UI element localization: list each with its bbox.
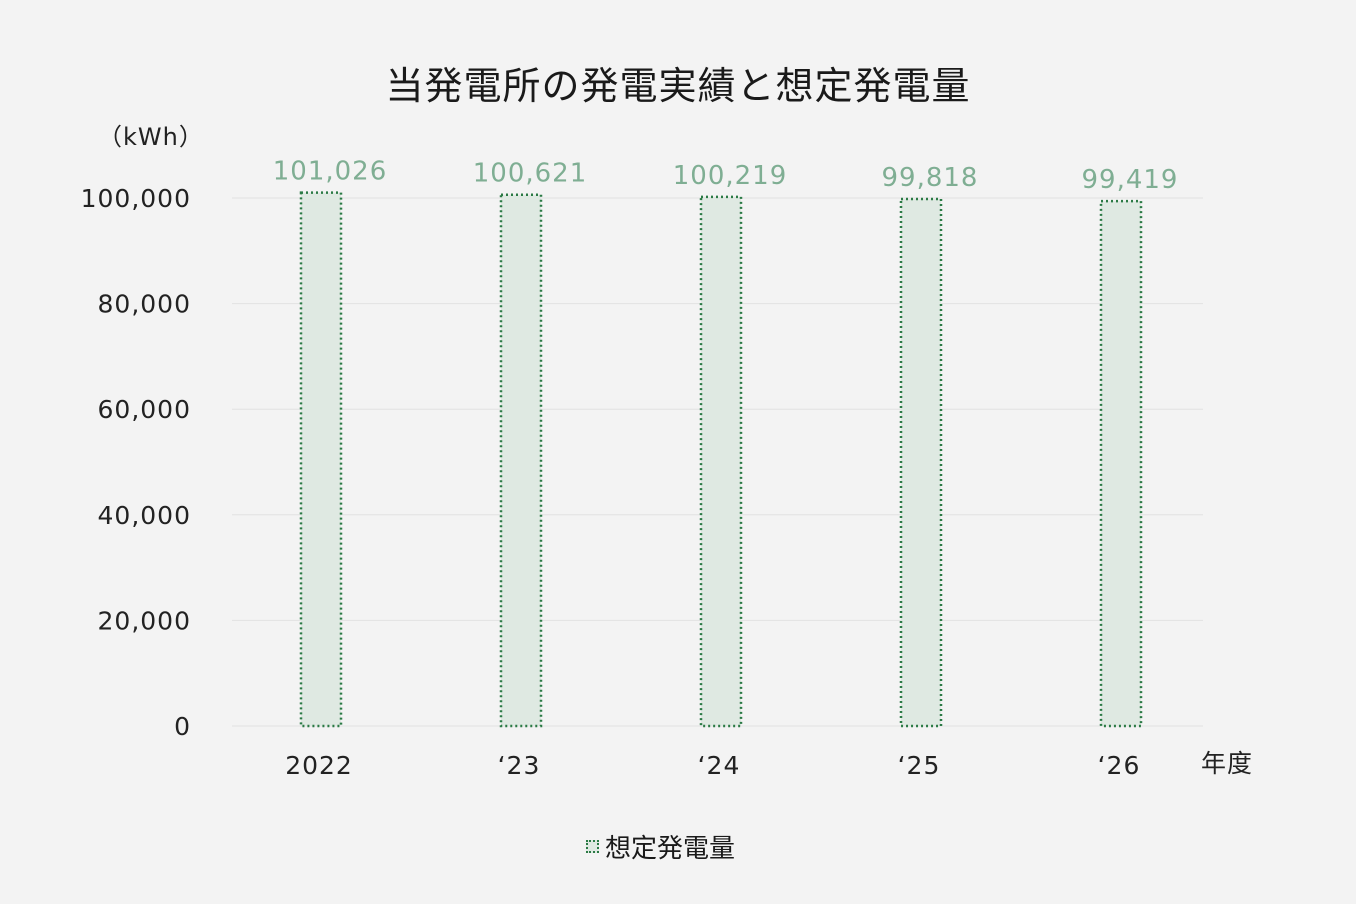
x-tick-label: ‘24: [698, 751, 741, 780]
y-tick-label: 60,000: [98, 395, 191, 424]
data-label: 100,621: [473, 159, 588, 189]
x-tick-label: ‘23: [498, 751, 541, 780]
data-label: 99,818: [882, 163, 979, 193]
legend: 想定発電量: [586, 828, 735, 865]
legend-swatch-icon: [586, 840, 599, 853]
data-label: 101,026: [273, 157, 388, 187]
bar: [699, 195, 743, 728]
data-label: 99,419: [1082, 165, 1179, 195]
data-label: 100,219: [673, 161, 788, 191]
y-tick-label: 0: [174, 712, 191, 741]
bar: [499, 193, 543, 728]
y-tick-label: 100,000: [81, 184, 191, 213]
y-unit-label: （kWh）: [98, 123, 204, 151]
legend-label: 想定発電量: [605, 834, 736, 864]
y-tick-label: 20,000: [98, 606, 191, 635]
y-tick-label: 80,000: [98, 290, 191, 319]
x-tick-label: ‘26: [1098, 751, 1141, 780]
bar: [899, 197, 943, 728]
bar: [1099, 199, 1143, 728]
chart-title: 当発電所の発電実績と想定発電量: [385, 64, 971, 108]
y-tick-label: 40,000: [98, 501, 191, 530]
x-axis-label: 年度: [1201, 749, 1253, 778]
x-tick-label: 2022: [285, 751, 353, 780]
x-tick-label: ‘25: [898, 751, 941, 780]
bar: [299, 191, 343, 728]
